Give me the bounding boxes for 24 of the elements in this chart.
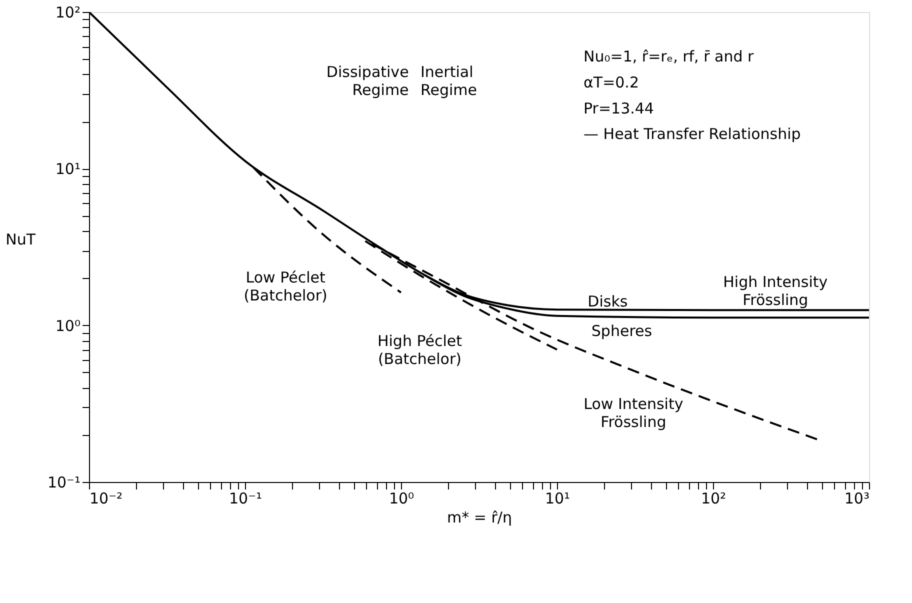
y-tick-label: 10⁻¹ [47,474,80,492]
y-tick-label: 10⁰ [55,316,80,335]
annotation: Pr=13.44 [584,99,654,118]
annotation: αT=0.2 [584,74,640,92]
x-tick-label: 10¹ [544,490,570,508]
annotation: — Heat Transfer Relationship [584,125,801,144]
x-tick-label: 10⁻¹ [228,490,262,508]
x-tick-label: 10³ [844,490,870,508]
y-tick-label: 10¹ [55,160,80,178]
annotation: Inertial Regime [420,63,478,100]
y-axis-title: NuT [6,230,36,248]
annotation: Low Intensity Frössling [584,394,684,431]
annotation: Low Péclet (Batchelor) [244,268,328,305]
annotation: High Péclet (Batchelor) [377,332,462,368]
annotation: Nu₀=1, r̂=rₑ, rf, r̄ and r [584,48,755,66]
x-tick-label: 10⁻² [90,490,123,508]
x-tick-label: 10² [700,490,726,508]
x-tick-label: 10⁰ [388,490,414,508]
annotation: High Intensity Frössling [723,272,828,309]
x-axis-title: m* = r̂/η [447,508,512,526]
annotation: Disks [588,292,628,311]
annotation: Spheres [591,322,652,340]
annotation: Dissipative Regime [326,63,409,100]
y-tick-label: 10² [55,4,80,22]
